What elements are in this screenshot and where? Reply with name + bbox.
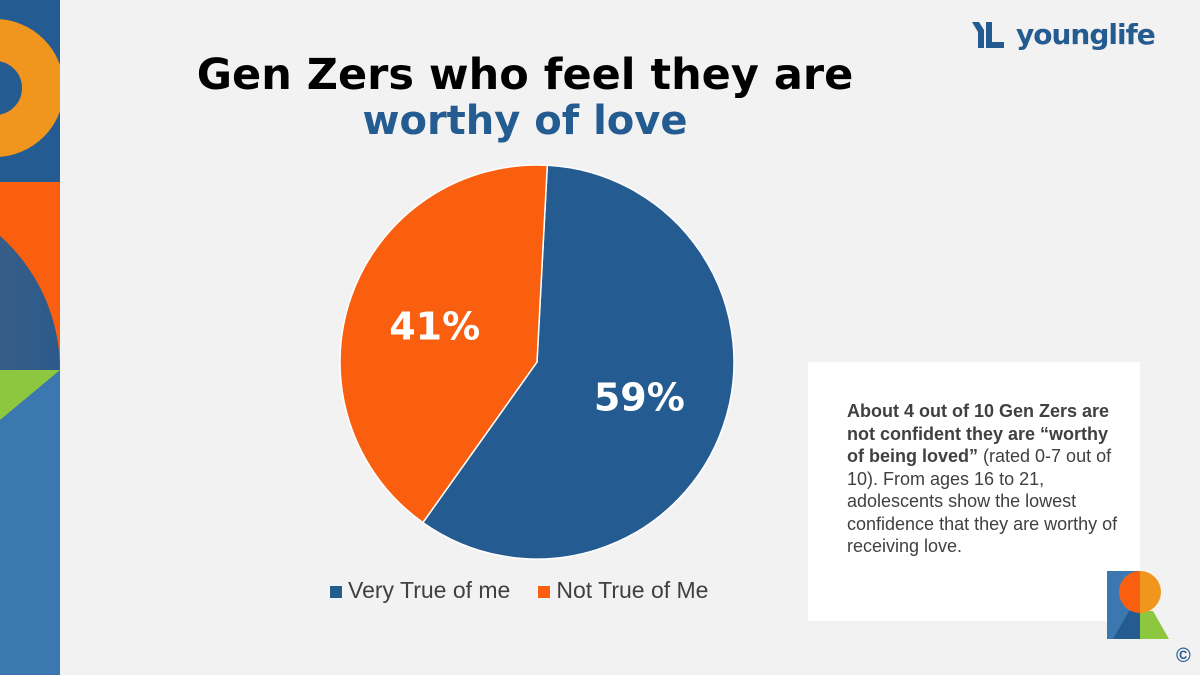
r-brand-icon: [1107, 571, 1169, 639]
younglife-logo: younglife: [972, 18, 1156, 51]
slide-title: Gen Zers who feel they are worthy of lov…: [150, 52, 900, 144]
pie-slice-0: [421, 164, 735, 560]
pie-data-label: 41%: [389, 304, 480, 348]
pie-slice-1: [339, 164, 549, 524]
note-box: About 4 out of 10 Gen Zers are not confi…: [808, 362, 1140, 621]
chart-legend: Very True of me Not True of Me: [330, 577, 708, 604]
title-line2: worthy of love: [362, 98, 688, 144]
copyright-mark: ©: [1176, 645, 1191, 667]
note-text: (rated 0-7 out of 10). From ages 16 to 2…: [847, 446, 1118, 556]
yl-mark-icon: [972, 21, 1004, 48]
pie-data-label: 59%: [594, 376, 685, 420]
legend-label: Very True of me: [348, 577, 511, 603]
legend-item: Not True of Me: [538, 577, 708, 604]
legend-swatch: [330, 586, 342, 598]
legend-swatch: [538, 586, 551, 598]
legend-label: Not True of Me: [556, 577, 709, 603]
note-bold: About 4 out of 10 Gen Zers are not confi…: [847, 401, 1110, 466]
title-line1: Gen Zers who feel they are: [196, 50, 854, 100]
logo-text: younglife: [1016, 18, 1156, 51]
decorative-strip: [0, 0, 60, 675]
legend-item: Very True of me: [330, 577, 510, 604]
